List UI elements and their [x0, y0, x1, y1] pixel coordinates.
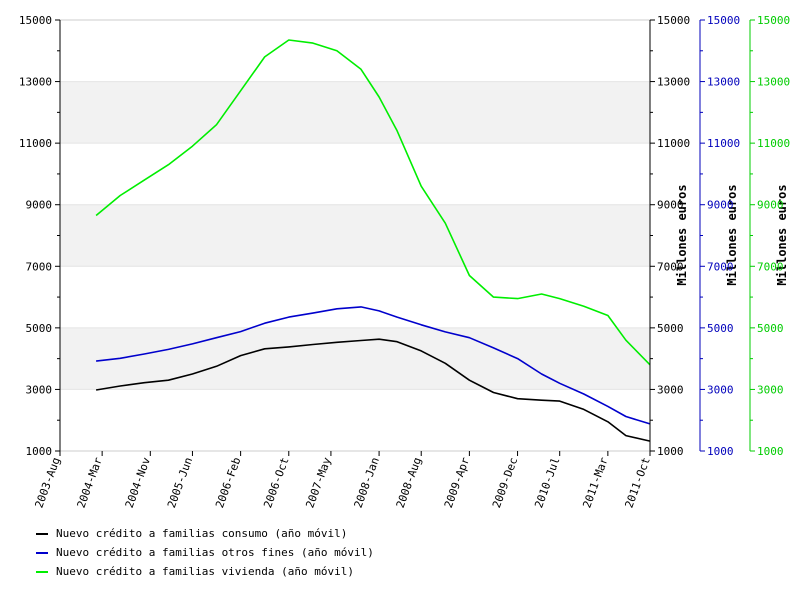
y-tick-label: 15000	[657, 14, 690, 27]
legend-label: Nuevo crédito a familias otros fines (añ…	[56, 546, 374, 559]
y-tick-label: 11000	[707, 137, 740, 150]
y-tick-label: 3000	[757, 383, 784, 396]
y-tick-label: 11000	[19, 137, 52, 150]
y-tick-label: 5000	[707, 322, 734, 335]
legend-swatch	[36, 551, 48, 554]
y-tick-label: 7000	[707, 260, 734, 273]
x-tick-label: 2005-Jun	[165, 456, 195, 510]
y-tick-label: 3000	[707, 383, 734, 396]
y-tick-label: 9000	[26, 199, 53, 212]
series-line-3	[95, 39, 651, 366]
y-tick-label: 1000	[26, 445, 53, 458]
y-tick-label: 9000	[757, 199, 784, 212]
legend-swatch	[36, 570, 48, 573]
x-tick-label: 2007-May	[303, 455, 333, 510]
series-line-1	[95, 338, 651, 442]
grid-band	[60, 204, 650, 267]
y-tick-label: 13000	[657, 76, 690, 89]
x-tick-label: 2004-Nov	[123, 455, 153, 510]
y-tick-label: 15000	[757, 14, 790, 27]
legend-item-2: Nuevo crédito a familias otros fines (añ…	[36, 543, 374, 562]
y-tick-label: 7000	[657, 260, 684, 273]
legend-swatch	[36, 532, 48, 535]
x-tick-label: 2011-Mar	[580, 455, 610, 510]
y-tick-label: 1000	[657, 445, 684, 458]
x-tick-label: 2009-Apr	[442, 455, 472, 510]
y-tick-label: 13000	[757, 76, 790, 89]
y-tick-label: 15000	[707, 14, 740, 27]
legend-label: Nuevo crédito a familias vivienda (año m…	[56, 565, 355, 578]
y-tick-label: 11000	[757, 137, 790, 150]
y-tick-label: 9000	[657, 199, 684, 212]
y-tick-label: 9000	[707, 199, 734, 212]
y-tick-label: 15000	[19, 14, 52, 27]
y-tick-label: 1000	[707, 445, 734, 458]
x-tick-label: 2004-Mar	[75, 455, 105, 510]
y-tick-label: 1000	[757, 445, 784, 458]
legend-item-3: Nuevo crédito a familias vivienda (año m…	[36, 562, 374, 581]
y-tick-label: 5000	[657, 322, 684, 335]
y-tick-label: 3000	[657, 383, 684, 396]
y-tick-label: 5000	[26, 322, 53, 335]
y-axis-label-3: Millones euros	[725, 184, 739, 285]
x-tick-label: 2010-Jul	[532, 456, 562, 510]
x-tick-label: 2008-Aug	[394, 456, 424, 510]
y-tick-label: 13000	[707, 76, 740, 89]
y-tick-label: 13000	[19, 76, 52, 89]
x-tick-label: 2006-Oct	[261, 456, 291, 510]
x-tick-label: 2006-Feb	[213, 456, 243, 510]
y-tick-label: 5000	[757, 322, 784, 335]
x-tick-label: 2011-Oct	[622, 456, 652, 510]
y-tick-label: 3000	[26, 383, 53, 396]
x-tick-label: 2008-Jan	[352, 456, 382, 510]
grid-band	[60, 81, 650, 144]
series-line-2	[96, 306, 651, 425]
x-tick-label: 2003-Aug	[32, 456, 62, 510]
y-tick-label: 7000	[26, 260, 53, 273]
y-axis-label-4: Millones euros	[775, 184, 789, 285]
y-axis-label-2: Millones euros	[675, 184, 689, 285]
legend-item-1: Nuevo crédito a familias consumo (año mó…	[36, 524, 374, 543]
legend-label: Nuevo crédito a familias consumo (año mó…	[56, 527, 348, 540]
y-tick-label: 11000	[657, 137, 690, 150]
grid-band	[60, 327, 650, 390]
legend: Nuevo crédito a familias consumo (año mó…	[36, 524, 374, 581]
y-tick-label: 7000	[757, 260, 784, 273]
x-tick-label: 2009-Dec	[490, 456, 520, 510]
